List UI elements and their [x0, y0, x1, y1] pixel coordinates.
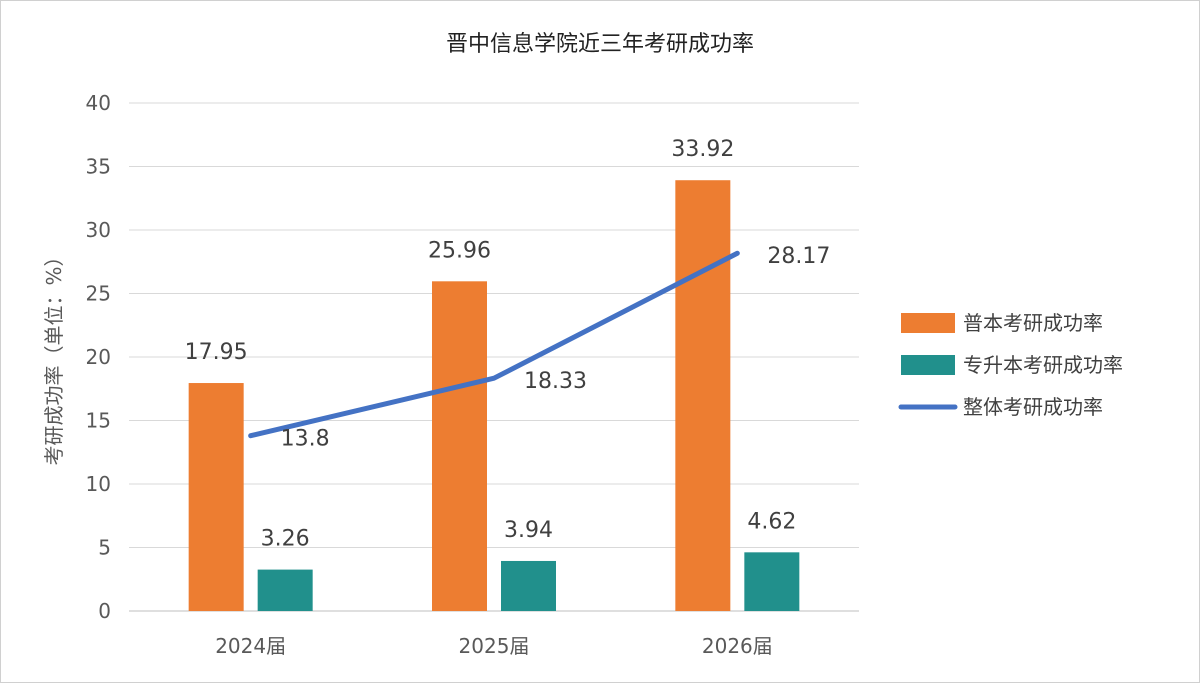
line-data-label: 13.8 — [281, 427, 330, 452]
legend-label: 普本考研成功率 — [963, 311, 1103, 335]
x-tick-labels: 2024届 2025届 2026届 — [215, 634, 773, 658]
y-tick-label: 5 — [98, 536, 111, 560]
bar — [501, 560, 556, 611]
bar — [675, 180, 731, 611]
data-labels-layer: 17.95 3.26 25.96 3.94 33.92 4.62 13.8 18.33 28.1… — [185, 137, 831, 551]
y-tick-label: 30 — [86, 218, 111, 242]
legend-label: 专升本考研成功率 — [963, 353, 1123, 377]
legend-swatch — [901, 313, 955, 333]
x-tick-label: 2024届 — [215, 634, 286, 658]
line-series-path — [248, 250, 740, 439]
grid-layer: 0 5 10 15 20 25 30 35 40 — [86, 91, 859, 623]
x-tick-label: 2025届 — [459, 634, 530, 658]
y-tick-label: 20 — [86, 345, 111, 369]
y-tick-label: 35 — [86, 155, 111, 179]
bar-data-label: 33.92 — [671, 137, 734, 162]
bar — [432, 281, 487, 611]
bar-data-label: 3.26 — [261, 527, 310, 552]
y-tick-label: 25 — [86, 282, 111, 306]
chart-title: 晋中信息学院近三年考研成功率 — [446, 32, 754, 57]
line-data-label: 18.33 — [524, 369, 587, 394]
bar-data-label: 4.62 — [747, 509, 796, 534]
line-layer — [248, 250, 740, 439]
legend-swatch — [901, 355, 955, 375]
bar — [744, 552, 800, 611]
y-tick-label: 15 — [86, 409, 111, 433]
y-tick-label: 40 — [86, 91, 111, 115]
line-data-label: 28.17 — [767, 244, 830, 269]
y-tick-label: 0 — [98, 599, 111, 623]
bars-layer — [188, 180, 800, 611]
y-axis-label: 考研成功率（单位：%） — [42, 246, 66, 465]
legend-label: 整体考研成功率 — [963, 395, 1103, 419]
bar-data-label: 17.95 — [185, 340, 248, 365]
bar-data-label: 3.94 — [504, 518, 553, 543]
x-tick-label: 2026届 — [702, 634, 773, 658]
bar — [188, 383, 244, 611]
y-tick-label: 10 — [86, 472, 111, 496]
bar-data-label: 25.96 — [428, 238, 491, 263]
bar — [257, 569, 313, 611]
